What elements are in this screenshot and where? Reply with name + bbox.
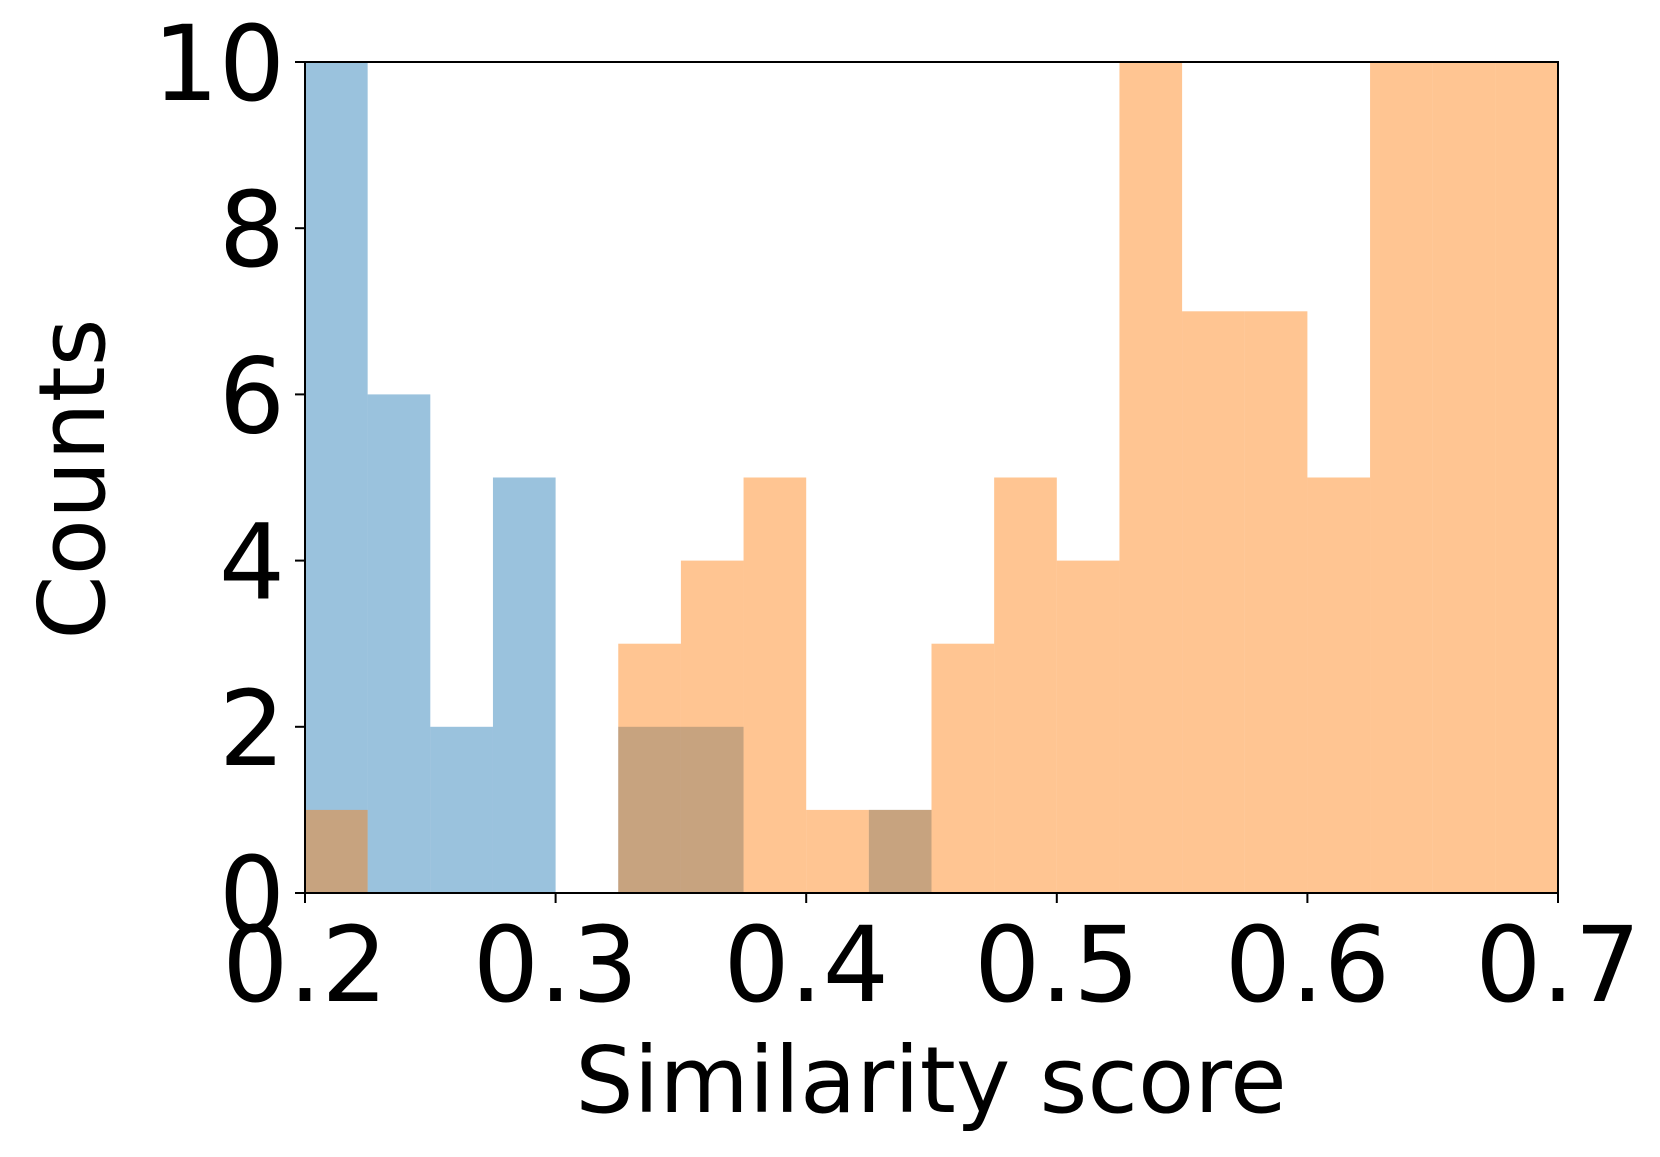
x-axis-label: Similarity score: [575, 1027, 1286, 1134]
x-tick-label: 0.6: [1225, 904, 1390, 1026]
bar: [1182, 311, 1245, 893]
bar: [868, 809, 932, 893]
bar: [1119, 62, 1183, 893]
bar: [1244, 311, 1308, 893]
bar: [931, 643, 995, 893]
y-tick-label: 2: [219, 668, 285, 790]
y-tick-label: 4: [219, 502, 285, 624]
bar: [305, 809, 368, 893]
bar: [305, 62, 368, 893]
bar: [430, 726, 493, 893]
x-tick-label: 0.4: [723, 904, 888, 1026]
y-tick-label: 0: [219, 834, 285, 956]
bar: [680, 726, 744, 893]
x-tick-label: 0.2: [222, 904, 387, 1026]
bar: [1432, 62, 1496, 893]
bar: [806, 809, 869, 893]
bar: [1370, 62, 1433, 893]
bar: [1056, 560, 1120, 893]
bar: [492, 477, 556, 893]
bar: [618, 643, 681, 893]
bar: [1307, 477, 1371, 893]
x-tick-label: 0.7: [1475, 904, 1640, 1026]
bar: [367, 394, 431, 893]
bar: [994, 477, 1057, 893]
bar: [680, 560, 744, 893]
y-tick-label: 10: [153, 3, 285, 125]
y-axis-label: Counts: [19, 318, 126, 639]
x-tick-label: 0.3: [473, 904, 638, 1026]
bar: [868, 809, 932, 893]
plot-frame: [304, 61, 1559, 894]
bar: [618, 726, 681, 893]
bar: [1495, 62, 1558, 893]
bar: [743, 477, 807, 893]
y-tick-label: 6: [219, 335, 285, 457]
y-tick-label: 8: [219, 169, 285, 291]
x-tick-label: 0.5: [974, 904, 1139, 1026]
